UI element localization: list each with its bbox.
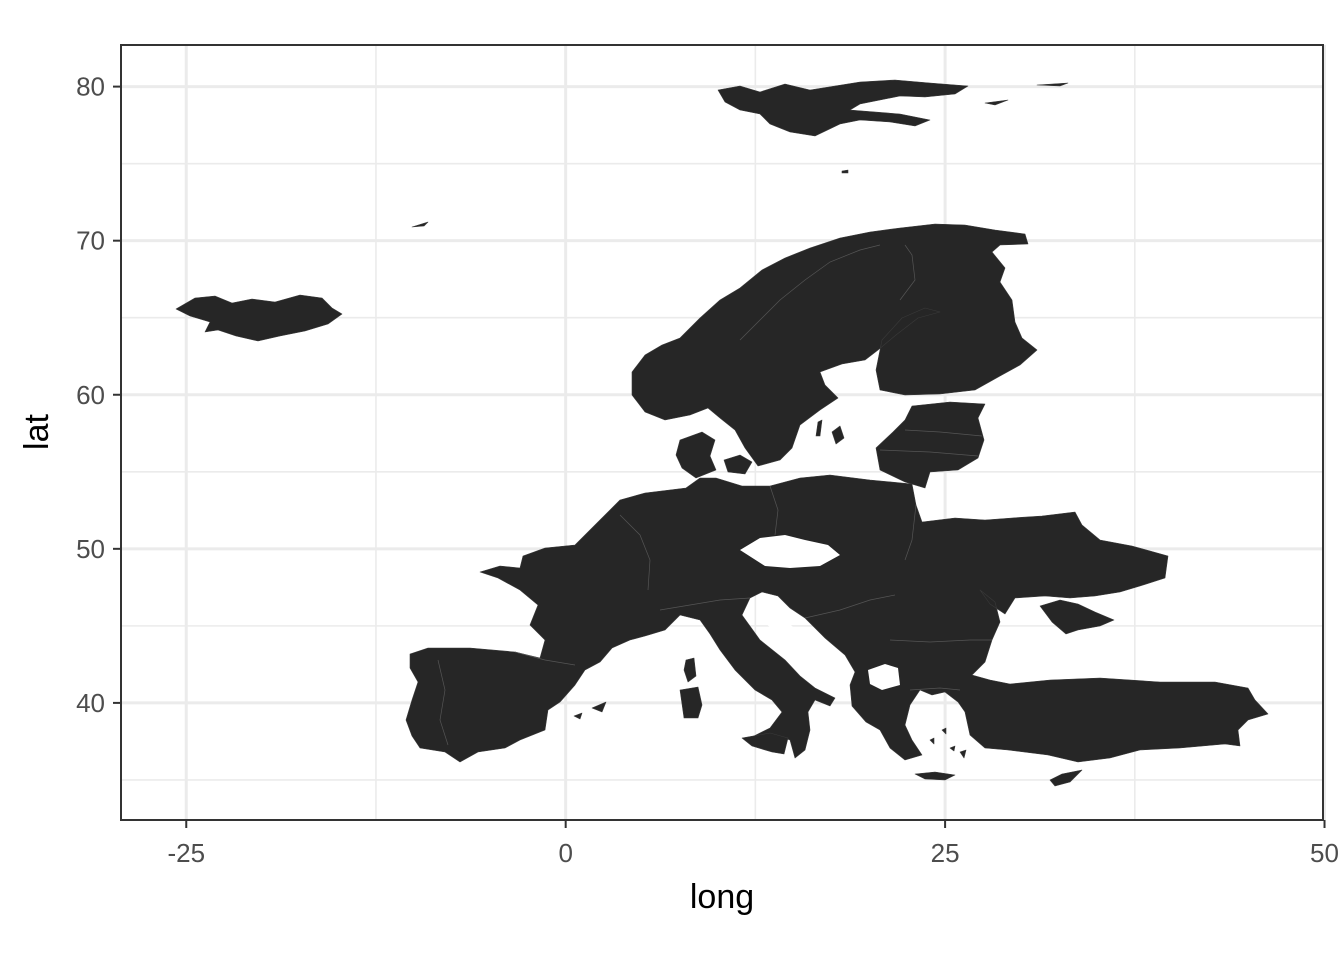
y-axis-ticks: [113, 85, 121, 704]
germany-poland-border: [769, 485, 779, 536]
gotland-shape: [831, 425, 845, 445]
x-tick-label-1: 0: [558, 838, 572, 868]
y-tick-label-3: 70: [76, 226, 105, 256]
sicily-shape: [741, 732, 789, 755]
europe-landmass: [175, 79, 1269, 787]
aegean-islet-b-shape: [941, 727, 947, 735]
italy-border: [659, 597, 751, 611]
hungary-serbia-void-shape: [868, 664, 900, 690]
y-axis-title: lat: [18, 413, 56, 449]
country-borders: [437, 244, 992, 746]
france-spain-border: [514, 651, 576, 666]
svalbard-east-islet-shape: [1036, 82, 1069, 87]
bear-island-shape: [841, 169, 849, 174]
balkans-border: [804, 594, 896, 619]
rhodes-shape: [959, 749, 967, 759]
x-tick-label-3: 50: [1310, 838, 1339, 868]
iceland-shape: [175, 294, 343, 342]
map-voids: [740, 535, 900, 690]
romania-bulgaria-border: [889, 639, 992, 643]
oland-shape: [815, 419, 823, 437]
y-tick-label-4: 80: [76, 72, 105, 102]
x-axis-ticks: [185, 820, 1326, 828]
crete-shape: [914, 771, 956, 781]
corsica-shape: [683, 657, 697, 683]
sardinia-shape: [679, 686, 703, 719]
cyprus-shape: [1049, 769, 1083, 787]
aegean-islet-c-shape: [949, 745, 956, 752]
spain-portugal-border: [437, 659, 449, 746]
x-tick-label-2: 25: [931, 838, 960, 868]
plot-panel-border: [120, 44, 1324, 821]
poland-ukraine-border: [904, 504, 917, 561]
sweden-finland-border: [899, 244, 916, 301]
x-tick-label-0: -25: [167, 838, 205, 868]
crimea-shape: [1039, 599, 1115, 635]
baltic-states-shape: [875, 401, 986, 489]
menorca-shape: [573, 712, 583, 720]
y-tick-label-1: 50: [76, 534, 105, 564]
mallorca-shape: [591, 701, 607, 713]
baltic-borders: [879, 429, 983, 457]
y-tick-label-2: 60: [76, 380, 105, 410]
y-axis-tick-labels: 40 50 60 70 80: [76, 72, 105, 718]
denmark-shape: [675, 431, 717, 479]
x-axis-tick-labels: -25 0 25 50: [167, 838, 1339, 868]
jan-mayen-shape: [411, 221, 429, 228]
zealand-shape: [723, 454, 753, 475]
svalbard-islet-shape: [984, 99, 1009, 106]
y-tick-label-0: 40: [76, 688, 105, 718]
x-axis-title: long: [690, 878, 754, 916]
czechia-void-shape: [740, 535, 840, 568]
norway-sweden-border: [739, 244, 881, 341]
mainland-europe-shape: [405, 474, 1269, 763]
svalbard-shape: [717, 79, 969, 137]
aegean-islet-a-shape: [929, 737, 935, 745]
france-germany-border: [619, 514, 651, 591]
adriatic-void-shape: [760, 612, 830, 662]
scandinavia-shape: [631, 223, 1038, 467]
greece-turkey-border: [909, 687, 961, 691]
